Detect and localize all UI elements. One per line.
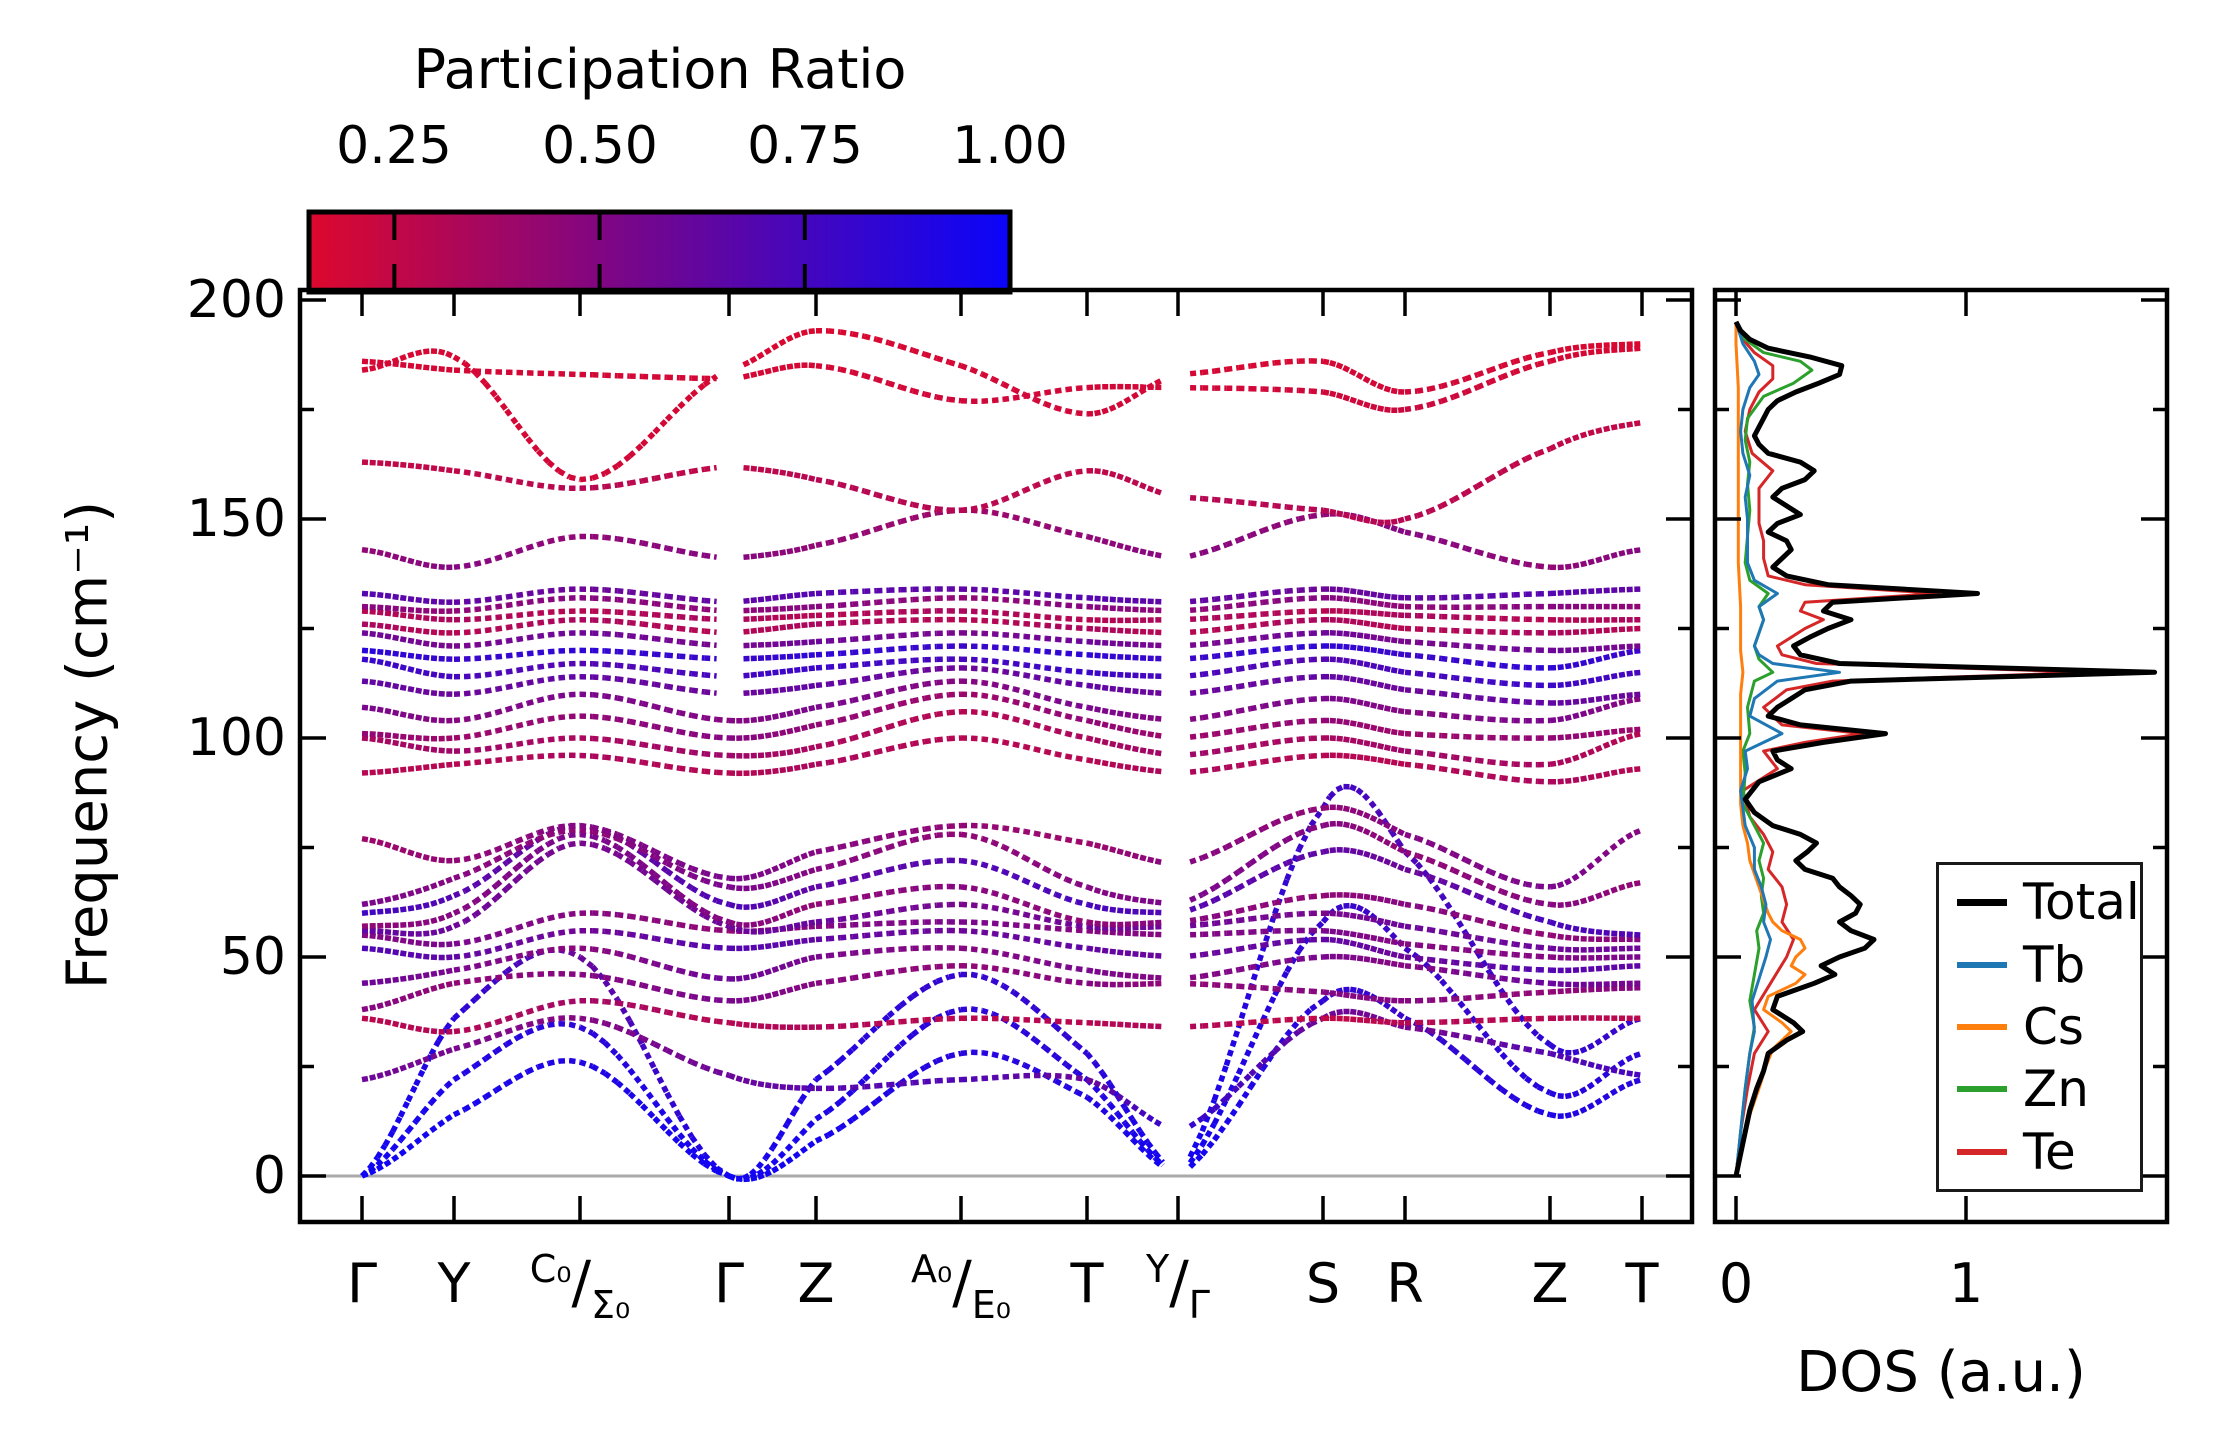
svg-text:Γ: Γ [714, 1252, 744, 1315]
colorbar-tick-100: 1.00 [952, 116, 1068, 176]
y-axis-label: Frequency (cm⁻¹) [55, 500, 121, 990]
legend-item-tb: Tb [1957, 940, 2140, 990]
y-tick-150: 150 [186, 489, 286, 549]
y-tick-100: 100 [186, 708, 286, 768]
dos-axis-label: DOS (a.u.) [1796, 1340, 2086, 1405]
svg-text:S: S [1306, 1252, 1340, 1315]
svg-text:Y/Γ: Y/Γ [1145, 1247, 1210, 1327]
svg-text:Γ: Γ [347, 1252, 377, 1315]
legend-item-te: Te [1957, 1127, 2140, 1177]
y-tick-0: 0 [252, 1146, 286, 1206]
svg-text:A₀/E₀: A₀/E₀ [911, 1247, 1011, 1327]
y-tick-200: 200 [186, 270, 286, 330]
dos-tick-0: 0 [1718, 1252, 1754, 1315]
svg-text:C₀/Σ₀: C₀/Σ₀ [530, 1247, 631, 1327]
svg-text:Z: Z [798, 1252, 835, 1315]
tb-line-swatch [1957, 961, 2007, 968]
legend-label-cs: Cs [2023, 997, 2084, 1056]
legend-label-total: Total [2023, 873, 2140, 932]
svg-text:Z: Z [1532, 1252, 1569, 1315]
legend-label-tb: Tb [2023, 935, 2086, 994]
colorbar-tick-050: 0.50 [542, 116, 658, 176]
te-line-swatch [1957, 1148, 2007, 1155]
zn-line-swatch [1957, 1086, 2007, 1093]
legend-label-zn: Zn [2023, 1060, 2089, 1119]
colorbar-tick-075: 0.75 [747, 116, 863, 176]
legend-item-total: Total [1957, 877, 2140, 927]
total-line-swatch [1957, 898, 2007, 906]
dos-tick-1: 1 [1948, 1252, 1984, 1315]
colorbar-tick-025: 0.25 [336, 116, 452, 176]
y-tick-50: 50 [219, 927, 286, 987]
dos-legend: Total Tb Cs Zn Te [1936, 862, 2143, 1192]
svg-text:T: T [1625, 1252, 1660, 1315]
legend-item-zn: Zn [1957, 1064, 2140, 1114]
svg-text:T: T [1070, 1252, 1105, 1315]
cs-line-swatch [1957, 1023, 2007, 1030]
legend-label-te: Te [2023, 1122, 2076, 1181]
legend-item-cs: Cs [1957, 1002, 2140, 1052]
svg-text:Y: Y [437, 1252, 472, 1315]
svg-text:R: R [1386, 1252, 1424, 1315]
colorbar-title: Participation Ratio [413, 38, 907, 101]
